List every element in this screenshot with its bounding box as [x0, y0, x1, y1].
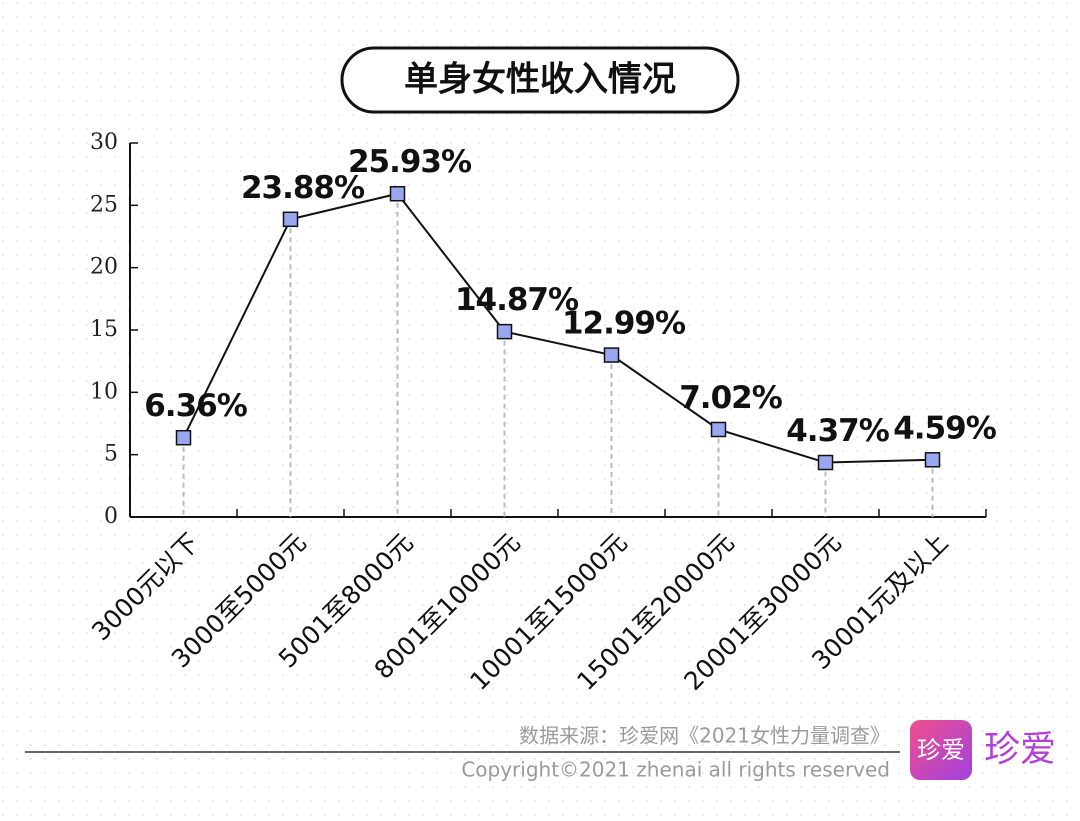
value-label: 4.37% [786, 413, 889, 449]
y-tick-label: 30 [90, 130, 118, 155]
logo-wordmark: 珍爱 [984, 729, 1056, 770]
y-tick-label: 10 [90, 379, 118, 404]
line [182, 192, 933, 464]
y-tick-label: 20 [90, 255, 118, 280]
value-label: 25.93% [348, 144, 472, 180]
marker [710, 421, 727, 438]
marker [603, 347, 620, 363]
marker [175, 429, 192, 446]
chart-title: 单身女性收入情况 [404, 60, 676, 100]
marker [924, 452, 941, 468]
y-tick-label: 0 [104, 504, 118, 529]
value-label: 7.02% [679, 380, 782, 416]
value-label: 6.36% [144, 388, 247, 424]
value-label: 4.59% [893, 410, 996, 446]
y-tick-label: 5 [104, 442, 118, 467]
value-label: 12.99% [562, 306, 686, 342]
marker [817, 454, 834, 471]
marker [282, 211, 299, 228]
title-box [340, 46, 740, 114]
value-label: 14.87% [455, 282, 579, 318]
marker [496, 323, 513, 340]
y-tick-label: 15 [90, 317, 118, 342]
y-tick-label: 25 [90, 192, 118, 217]
logo-badge [910, 720, 972, 780]
source: 数据来源：珍爱网《2021女性力量调查》 [519, 724, 890, 748]
marker [389, 185, 406, 202]
copyright: Copyright©2021 zhenai all rights reserve… [461, 758, 890, 782]
logo-badge-text: 珍爱 [917, 736, 965, 764]
value-label: 23.88% [241, 170, 365, 206]
